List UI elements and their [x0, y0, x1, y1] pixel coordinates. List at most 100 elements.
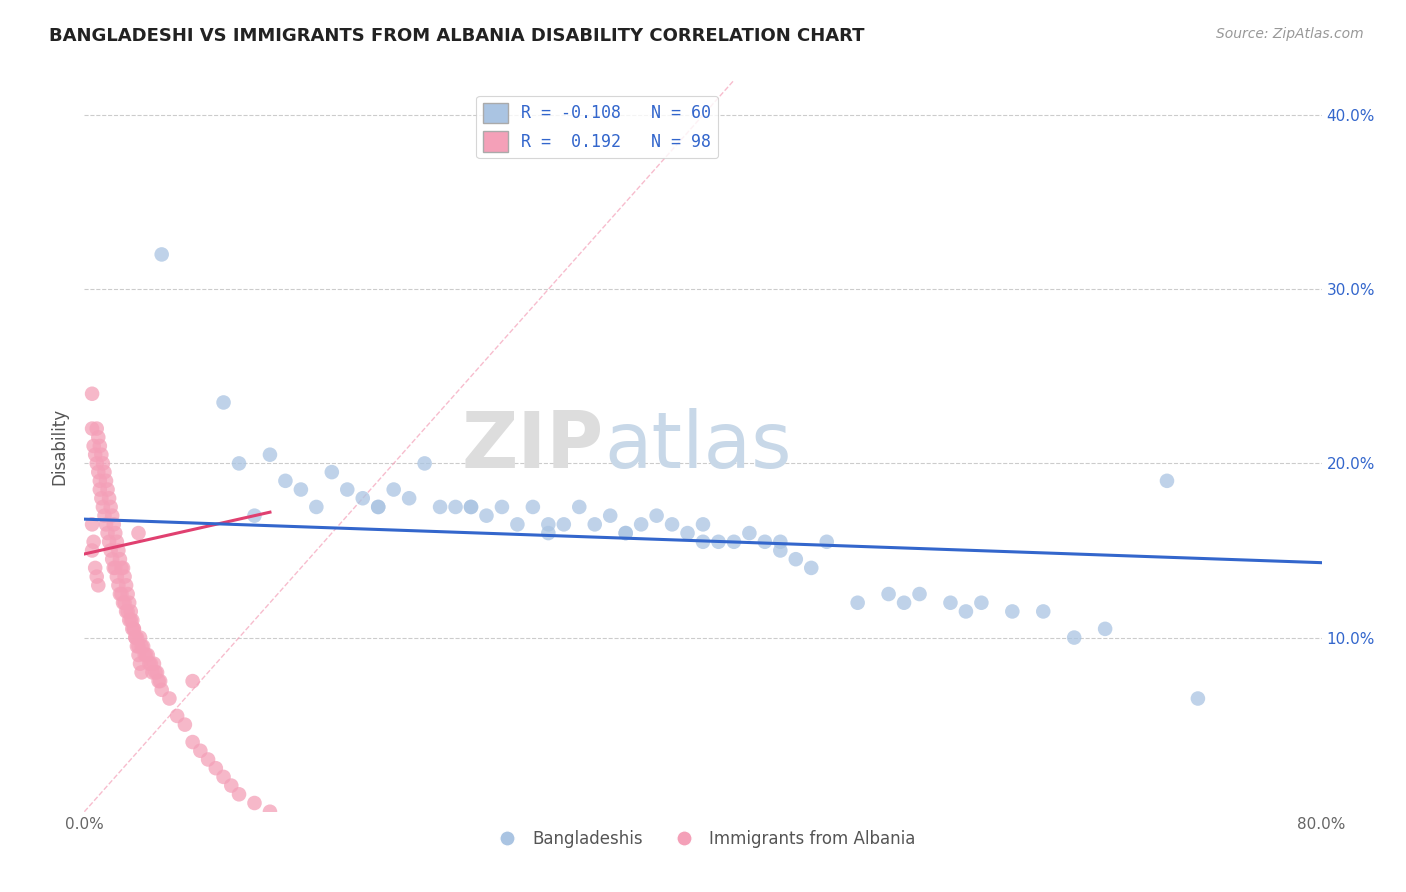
Point [127, 640, 149, 654]
Point [82, 421, 104, 435]
Point [86, 421, 108, 435]
Point [96, 483, 118, 497]
Point [107, 543, 129, 558]
Point [82, 543, 104, 558]
Point [89, 474, 111, 488]
Point [692, 534, 714, 549]
Point [127, 526, 149, 541]
Point [645, 508, 668, 523]
Point [243, 796, 266, 810]
Point [114, 569, 136, 583]
Point [738, 526, 761, 541]
Point [197, 752, 219, 766]
Point [429, 500, 451, 514]
Point [305, 500, 328, 514]
Point [83, 534, 105, 549]
Point [118, 596, 141, 610]
Point [583, 517, 606, 532]
Point [141, 665, 163, 680]
Point [108, 587, 131, 601]
Point [84, 448, 107, 462]
Point [90, 448, 112, 462]
Point [1001, 604, 1024, 618]
Point [1187, 691, 1209, 706]
Point [87, 465, 110, 479]
Point [212, 395, 235, 409]
Point [159, 691, 180, 706]
Point [1156, 474, 1178, 488]
Point [145, 665, 167, 680]
Point [413, 457, 436, 471]
Point [120, 604, 142, 618]
Point [444, 500, 467, 514]
Point [143, 657, 166, 671]
Point [112, 596, 135, 610]
Point [568, 500, 591, 514]
Point [131, 640, 153, 654]
Point [132, 640, 155, 654]
Point [103, 561, 125, 575]
Point [769, 534, 792, 549]
Point [336, 483, 359, 497]
Point [723, 534, 745, 549]
Point [707, 534, 730, 549]
Point [107, 578, 129, 592]
Point [475, 508, 498, 523]
Point [104, 561, 127, 575]
Point [676, 526, 699, 541]
Point [103, 517, 125, 532]
Point [148, 674, 170, 689]
Point [125, 640, 148, 654]
Text: Source: ZipAtlas.com: Source: ZipAtlas.com [1216, 27, 1364, 41]
Point [134, 648, 156, 662]
Point [115, 604, 138, 618]
Point [800, 561, 823, 575]
Point [537, 517, 560, 532]
Point [1094, 622, 1116, 636]
Point [101, 508, 124, 523]
Point [96, 526, 118, 541]
Point [89, 483, 111, 497]
Point [174, 717, 197, 731]
Point [166, 709, 188, 723]
Point [135, 648, 157, 662]
Point [86, 569, 108, 583]
Point [121, 613, 143, 627]
Point [93, 508, 115, 523]
Point [121, 622, 143, 636]
Point [522, 500, 544, 514]
Point [98, 491, 121, 506]
Point [630, 517, 652, 532]
Point [506, 517, 529, 532]
Point [122, 622, 145, 636]
Point [769, 543, 792, 558]
Point [82, 517, 104, 532]
Point [228, 457, 250, 471]
Point [117, 604, 139, 618]
Point [460, 500, 482, 514]
Point [243, 508, 266, 523]
Point [614, 526, 637, 541]
Point [100, 500, 122, 514]
Point [846, 596, 869, 610]
Point [367, 500, 389, 514]
Point [150, 247, 173, 261]
Point [125, 631, 148, 645]
Point [82, 386, 104, 401]
Point [259, 805, 281, 819]
Point [98, 534, 121, 549]
Point [398, 491, 420, 506]
Point [661, 517, 683, 532]
Point [84, 561, 107, 575]
Point [138, 657, 160, 671]
Y-axis label: Disability: Disability [51, 408, 69, 484]
Point [124, 631, 146, 645]
Point [129, 657, 152, 671]
Point [108, 552, 131, 566]
Point [382, 483, 405, 497]
Point [105, 534, 128, 549]
Point [114, 596, 136, 610]
Point [290, 483, 312, 497]
Point [815, 534, 838, 549]
Point [91, 457, 114, 471]
